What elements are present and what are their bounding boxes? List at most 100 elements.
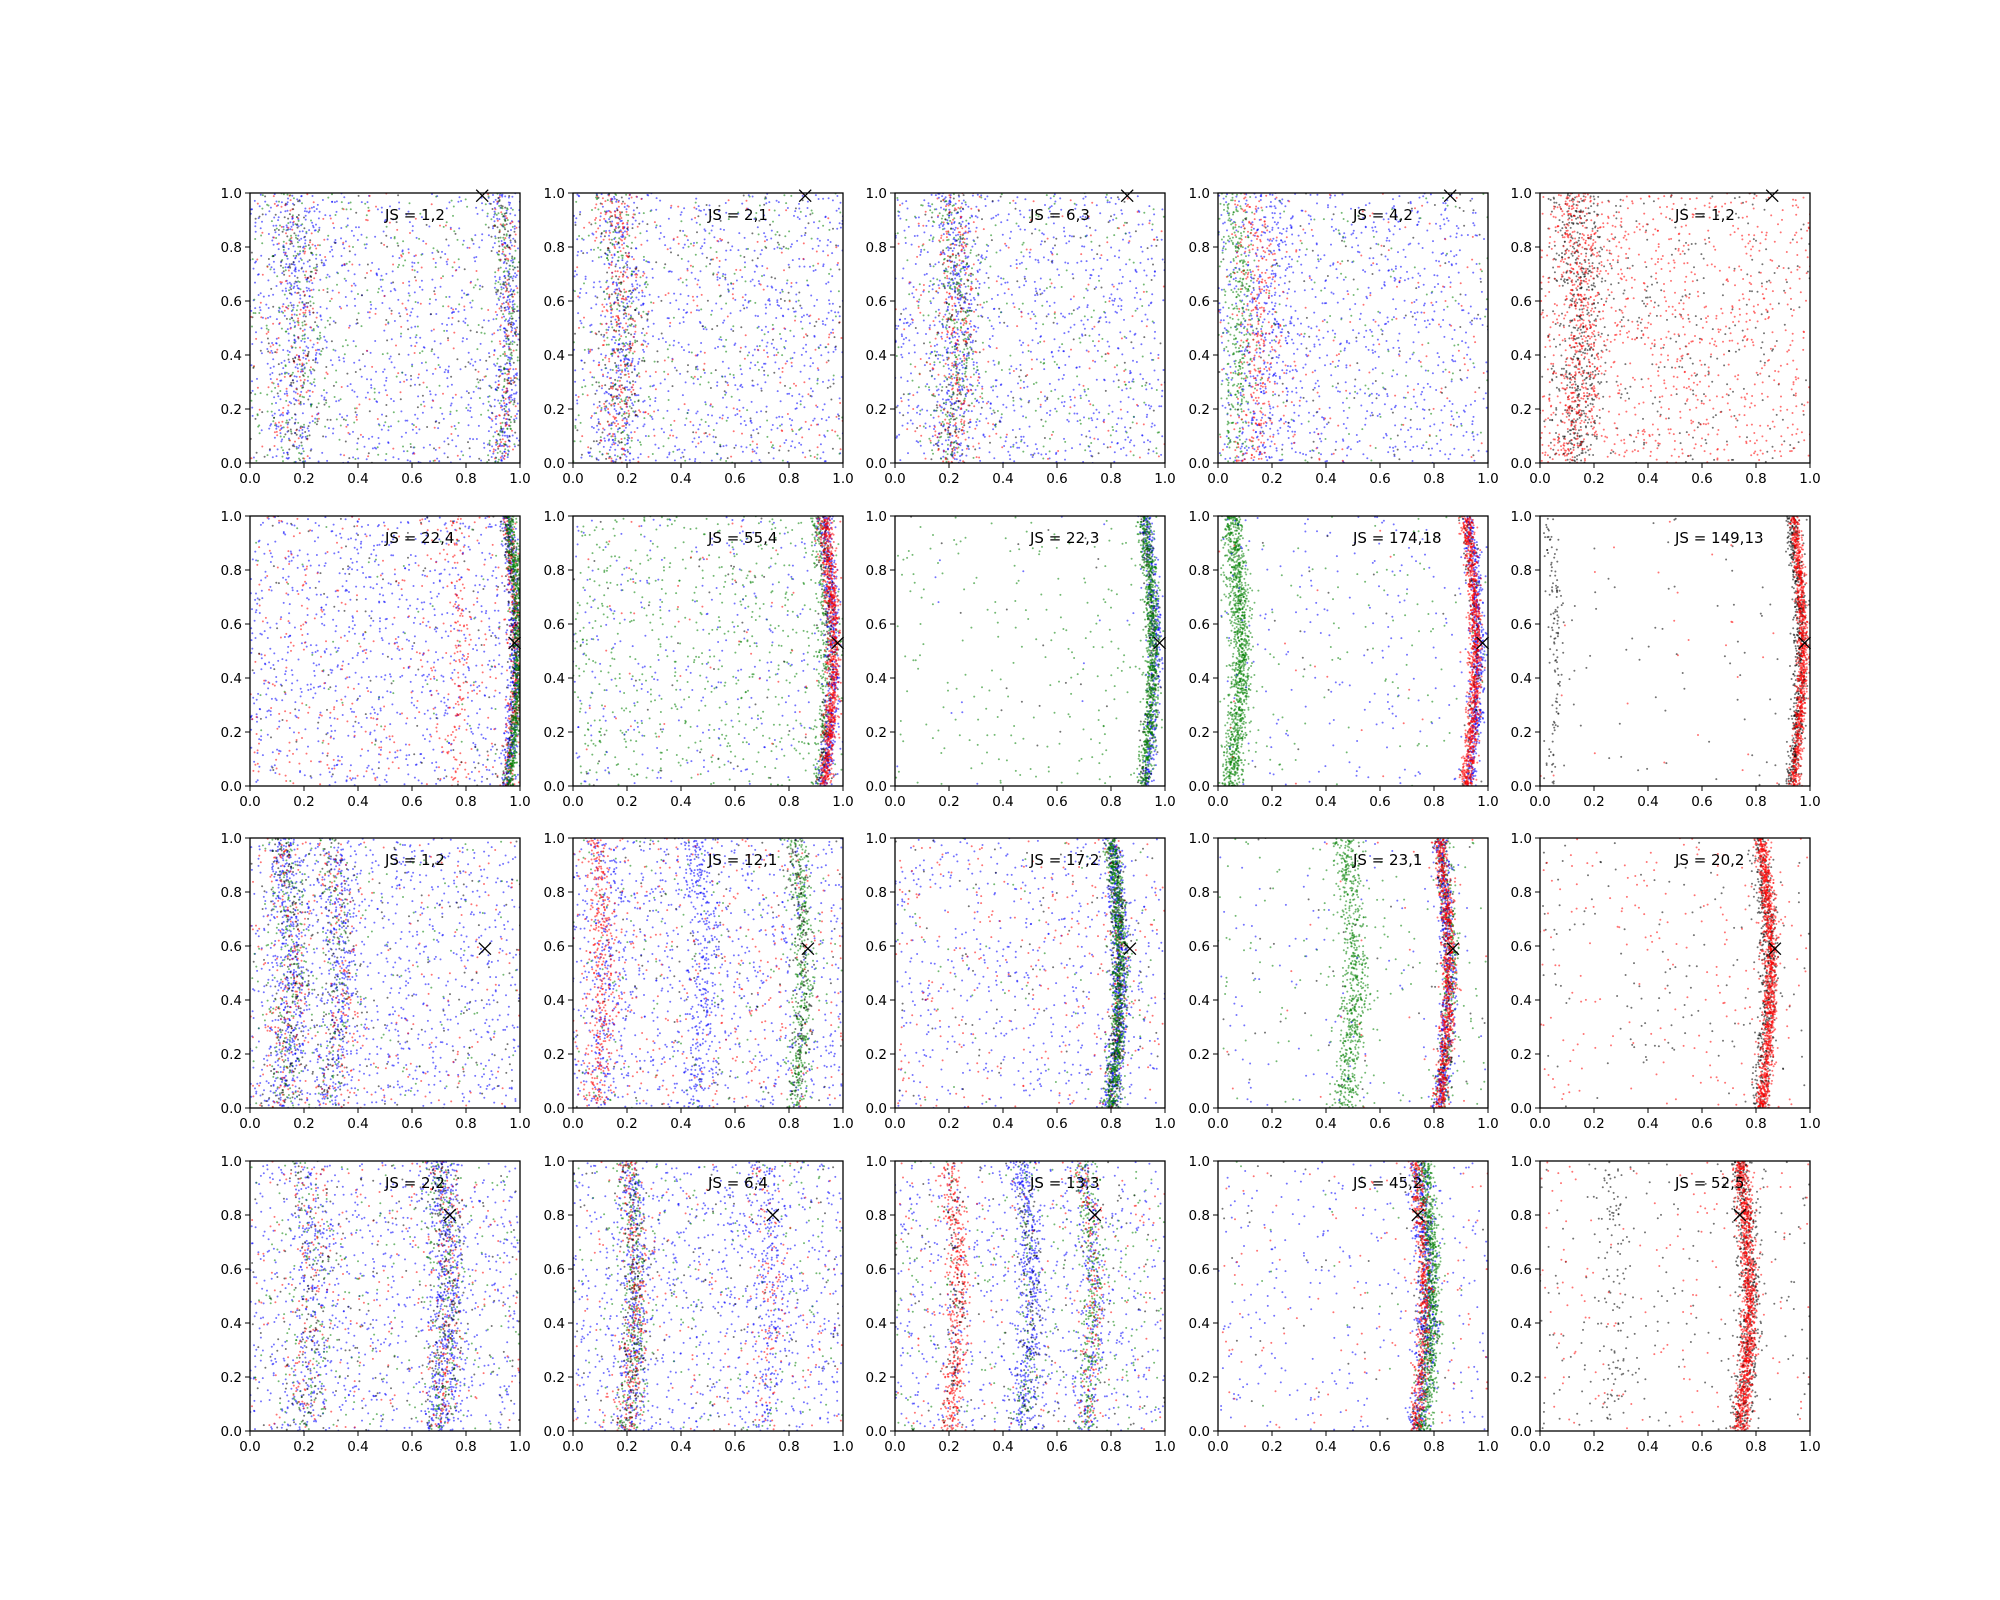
scatter-point <box>628 414 631 417</box>
scatter-point <box>959 350 962 353</box>
scatter-point <box>643 259 645 261</box>
scatter-point <box>301 370 304 373</box>
scatter-point <box>251 208 253 211</box>
scatter-point <box>260 327 263 330</box>
scatter-point <box>390 361 393 364</box>
scatter-point <box>783 299 786 302</box>
scatter-point <box>652 384 655 387</box>
scatter-point <box>836 227 839 230</box>
scatter-point <box>450 402 453 405</box>
scatter-point <box>614 442 617 445</box>
scatter-point <box>788 230 791 233</box>
scatter-point <box>620 347 623 350</box>
scatter-point <box>609 387 612 390</box>
scatter-point <box>658 237 661 240</box>
scatter-point <box>365 243 368 246</box>
scatter-point <box>739 364 742 367</box>
scatter-point <box>343 277 346 280</box>
scatter-point <box>289 428 292 431</box>
scatter-point <box>497 458 500 461</box>
scatter-point <box>598 400 601 403</box>
scatter-point <box>634 325 637 328</box>
scatter-point <box>595 431 598 434</box>
scatter-point <box>649 414 652 417</box>
scatter-point <box>579 440 582 443</box>
scatter-point <box>373 446 376 449</box>
scatter-point <box>627 318 630 321</box>
scatter-point <box>623 437 626 440</box>
scatter-point <box>503 260 506 263</box>
scatter-point <box>492 450 495 453</box>
scatter-point <box>493 349 496 352</box>
scatter-point <box>492 246 494 249</box>
scatter-point <box>321 199 324 201</box>
scatter-point <box>517 261 520 264</box>
scatter-point <box>481 239 483 242</box>
scatter-point <box>606 271 609 274</box>
scatter-point <box>495 443 498 446</box>
scatter-point <box>743 307 746 310</box>
scatter-point <box>942 359 945 362</box>
scatter-point <box>783 346 786 348</box>
scatter-point <box>810 294 813 297</box>
scatter-point <box>289 301 292 304</box>
scatter-point <box>645 370 647 373</box>
scatter-point <box>508 418 511 421</box>
scatter-point <box>290 381 293 384</box>
scatter-point <box>626 328 629 331</box>
scatter-point <box>293 334 296 337</box>
scatter-point <box>615 198 618 201</box>
scatter-point <box>303 313 306 316</box>
scatter-point <box>617 376 620 379</box>
scatter-point <box>719 237 722 240</box>
scatter-point <box>615 388 617 391</box>
scatter-point <box>617 364 620 367</box>
scatter-point <box>251 414 254 417</box>
scatter-point <box>625 354 628 357</box>
scatter-point <box>299 288 302 291</box>
scatter-point <box>285 330 288 333</box>
scatter-point <box>501 405 504 408</box>
scatter-point <box>609 302 612 305</box>
scatter-point <box>345 208 348 211</box>
scatter-point <box>641 359 644 362</box>
scatter-point <box>739 422 742 425</box>
scatter-point <box>801 199 804 202</box>
scatter-point <box>385 272 388 275</box>
scatter-point <box>451 439 454 442</box>
scatter-point <box>614 439 617 442</box>
scatter-point <box>506 287 509 290</box>
scatter-point <box>780 337 783 340</box>
scatter-point <box>329 300 332 303</box>
scatter-point <box>632 458 635 461</box>
scatter-point <box>608 296 611 299</box>
scatter-point <box>739 415 742 418</box>
scatter-point <box>346 414 349 417</box>
scatter-point <box>450 383 453 386</box>
scatter-point <box>599 436 602 439</box>
scatter-point <box>277 337 280 339</box>
scatter-point <box>604 363 607 366</box>
scatter-point <box>618 343 621 346</box>
scatter-point <box>575 394 577 397</box>
scatter-point <box>967 222 970 225</box>
scatter-point <box>500 309 503 312</box>
scatter-point <box>646 313 649 316</box>
scatter-point <box>587 451 590 454</box>
scatter-point <box>433 353 436 356</box>
scatter-point <box>337 291 340 294</box>
scatter-point <box>813 335 816 338</box>
scatter-point <box>677 254 680 257</box>
scatter-point <box>617 428 619 431</box>
scatter-point <box>836 434 839 437</box>
scatter-point <box>626 386 628 389</box>
scatter-point <box>512 268 515 271</box>
scatter-point <box>739 346 742 349</box>
scatter-point <box>447 339 450 342</box>
scatter-point <box>259 227 262 230</box>
scatter-point <box>422 381 425 384</box>
scatter-point <box>709 403 712 406</box>
scatter-point <box>434 420 437 423</box>
scatter-point <box>604 384 607 387</box>
scatter-point <box>287 421 290 424</box>
